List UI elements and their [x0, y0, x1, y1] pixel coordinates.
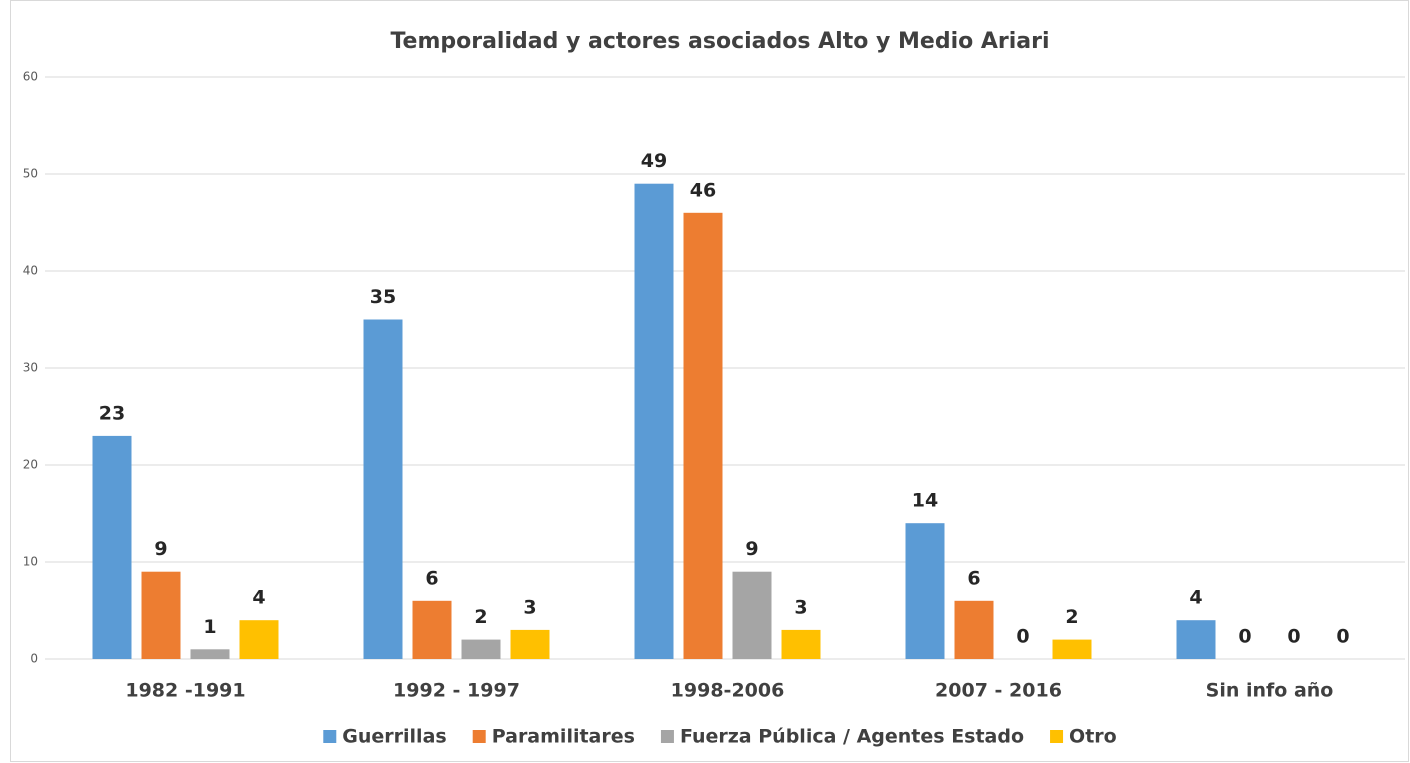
x-tick-label: 1998-2006 [671, 680, 785, 702]
bar [732, 571, 772, 659]
y-tick-label: 30 [23, 361, 38, 375]
x-tick-label: Sin info año [1206, 680, 1334, 702]
bar [412, 600, 452, 659]
value-label: 0 [1238, 626, 1251, 648]
value-label: 35 [370, 286, 396, 308]
value-label: 0 [1336, 626, 1349, 648]
legend-label: Otro [1069, 726, 1117, 748]
value-label: 49 [641, 150, 667, 172]
value-label: 4 [252, 587, 265, 609]
y-tick-label: 60 [23, 70, 38, 84]
bar [905, 523, 945, 659]
bar [954, 600, 994, 659]
legend-swatch [472, 730, 486, 743]
legend-label: Guerrillas [342, 726, 446, 748]
bar [92, 435, 132, 659]
value-label: 2 [1065, 606, 1078, 628]
chart-title: Temporalidad y actores asociados Alto y … [390, 29, 1049, 54]
bar [190, 649, 230, 659]
legend-label: Paramilitares [492, 726, 635, 748]
value-label: 3 [523, 596, 536, 618]
y-tick-label: 50 [23, 167, 38, 181]
value-label: 4 [1189, 587, 1202, 609]
bar [781, 629, 821, 659]
value-label: 9 [154, 538, 167, 560]
bar [634, 183, 674, 659]
legend-swatch [323, 730, 337, 743]
legend-label: Fuerza Pública / Agentes Estado [680, 726, 1024, 748]
legend-swatch [660, 730, 674, 743]
value-label: 14 [912, 490, 938, 512]
value-label: 9 [745, 538, 758, 560]
bar [1052, 639, 1092, 659]
value-label: 6 [967, 567, 980, 589]
x-tick-label: 1992 - 1997 [393, 680, 520, 702]
y-tick-label: 40 [23, 264, 38, 278]
legend-swatch [1050, 730, 1064, 743]
x-tick-label: 1982 -1991 [125, 680, 245, 702]
value-label: 1 [203, 616, 216, 638]
bar [1176, 620, 1216, 659]
bar [363, 319, 403, 659]
value-label: 6 [425, 567, 438, 589]
bar [239, 620, 279, 659]
y-tick-label: 0 [30, 652, 38, 666]
value-label: 2 [474, 606, 487, 628]
value-label: 46 [690, 179, 716, 201]
value-label: 3 [794, 596, 807, 618]
x-tick-label: 2007 - 2016 [935, 680, 1062, 702]
value-label: 0 [1016, 626, 1029, 648]
value-label: 0 [1287, 626, 1300, 648]
y-tick-label: 10 [23, 555, 38, 569]
y-tick-label: 20 [23, 458, 38, 472]
value-label: 23 [99, 402, 125, 424]
bar [510, 629, 550, 659]
bar [683, 212, 723, 660]
bar [141, 571, 181, 659]
bar [461, 639, 501, 659]
